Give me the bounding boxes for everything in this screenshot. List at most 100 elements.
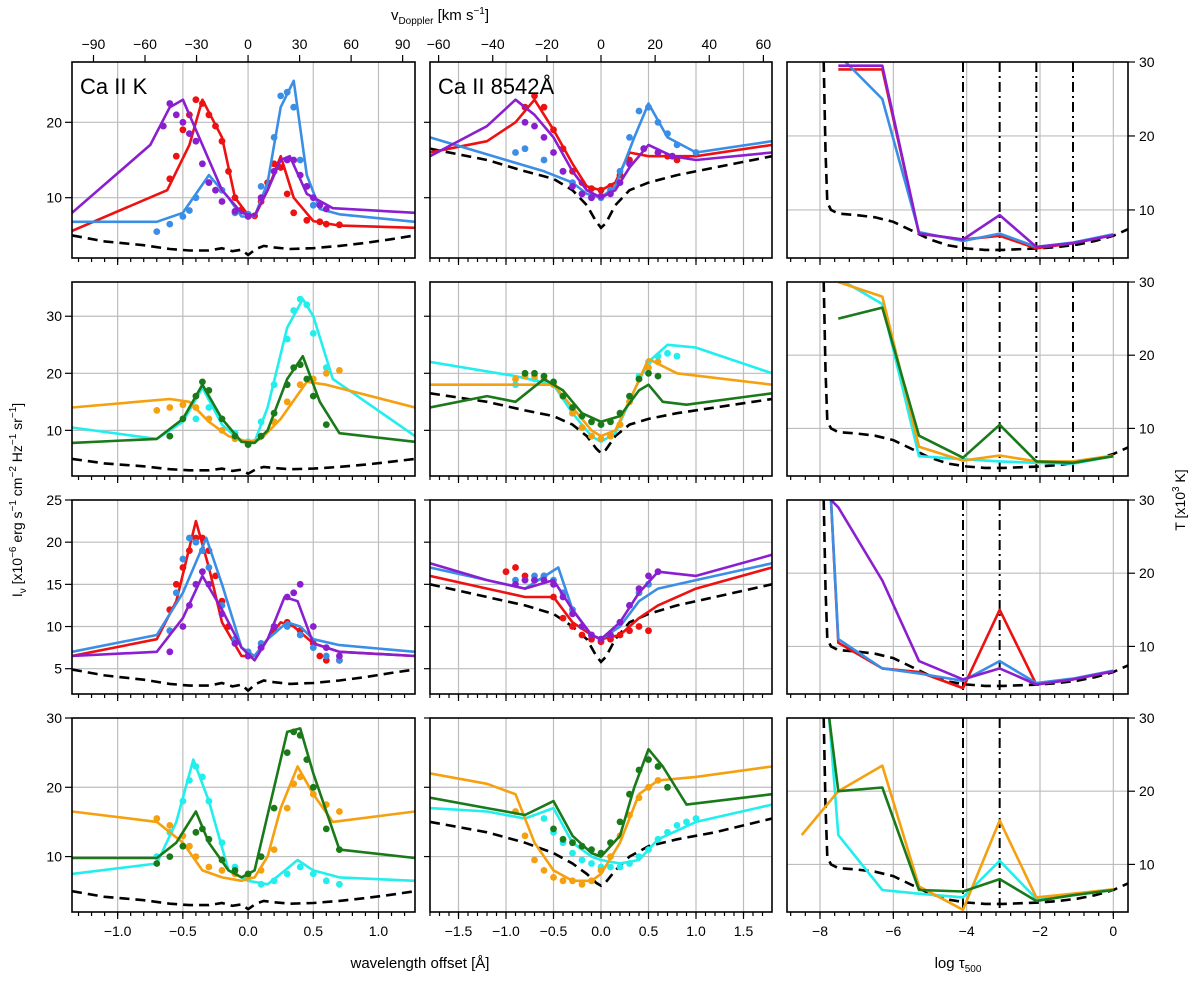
x-tick-label: −1.5 <box>445 923 473 939</box>
series-line-green <box>430 747 772 858</box>
data-point-orange <box>290 780 298 788</box>
data-point-green <box>635 375 643 383</box>
data-point-orange <box>540 867 548 874</box>
data-point-cyan <box>199 773 206 781</box>
top-axis-tick-label: −40 <box>481 36 505 52</box>
data-point-red <box>166 175 174 183</box>
data-point-red <box>588 185 595 193</box>
data-point-blue <box>664 130 671 138</box>
top-axis-label: vDoppler [km s−1] <box>391 6 489 27</box>
data-point-red <box>199 534 206 542</box>
data-point-red <box>172 580 180 588</box>
data-point-green <box>270 804 278 812</box>
series-line-blue <box>72 79 415 224</box>
data-point-blue <box>645 103 652 111</box>
data-point-red <box>597 186 605 194</box>
data-point-green <box>218 856 226 864</box>
data-point-cyan <box>683 818 690 826</box>
data-point-cyan <box>635 853 643 860</box>
series-line-purple <box>430 553 772 641</box>
data-point-cyan <box>322 877 330 885</box>
data-point-orange <box>336 808 343 815</box>
data-point-purple <box>192 580 200 588</box>
series-line-orange <box>72 380 415 444</box>
data-point-green <box>616 409 624 417</box>
y-tick-label: 20 <box>1139 565 1155 581</box>
data-point-green <box>205 387 213 394</box>
data-point-green <box>166 853 174 860</box>
y-tick-label: 10 <box>1139 420 1155 436</box>
data-point-purple <box>270 623 278 630</box>
reference-line <box>72 668 415 693</box>
data-point-blue <box>186 207 193 214</box>
panel-r2-c0: 5 10 15 20 25 <box>46 492 416 701</box>
data-point-purple <box>336 652 343 660</box>
series-line-cyan <box>430 803 772 865</box>
series-line-purple <box>430 98 772 199</box>
panel-title-ca-ii-8542: Ca II 8542Å <box>438 74 555 99</box>
data-point-red <box>336 221 343 229</box>
series-line-purple <box>72 98 415 218</box>
y-tick-label: 20 <box>46 534 62 550</box>
series-line-blue <box>72 536 415 658</box>
data-point-blue <box>257 183 265 190</box>
data-point-orange <box>166 822 174 829</box>
data-point-purple <box>296 171 304 179</box>
panel-frame <box>71 499 416 695</box>
x-tick-label: −0.5 <box>169 923 197 939</box>
data-layer <box>72 79 415 257</box>
reference-line <box>430 817 772 888</box>
y-tick-label: 30 <box>1139 710 1155 726</box>
data-point-green <box>578 842 586 850</box>
data-point-purple <box>205 580 213 588</box>
data-point-purple <box>205 179 213 187</box>
data-point-orange <box>569 409 576 417</box>
data-layer <box>72 727 415 911</box>
data-point-orange <box>578 424 586 431</box>
data-point-orange <box>597 435 605 443</box>
data-point-red <box>199 100 206 107</box>
data-point-orange <box>654 777 662 784</box>
data-point-cyan <box>645 846 652 853</box>
data-layer <box>72 519 415 693</box>
data-point-green <box>559 835 567 843</box>
data-point-blue <box>673 141 681 149</box>
data-point-orange <box>578 880 586 888</box>
data-point-purple <box>290 156 298 164</box>
top-axis-tick-label: 60 <box>756 36 772 52</box>
data-point-green <box>559 392 567 400</box>
temperature-line-red <box>829 500 1114 690</box>
bottom-xlabel-logtau: log τ500 <box>935 955 982 975</box>
reference-line <box>72 457 415 476</box>
x-tick-label: 0.0 <box>591 923 611 939</box>
data-point-orange <box>296 381 304 389</box>
data-point-red <box>559 614 567 622</box>
data-point-green <box>244 441 252 448</box>
data-point-orange <box>531 856 538 864</box>
data-point-green <box>283 749 291 756</box>
panel-r2-c2: 10 20 30 <box>786 492 1155 701</box>
data-point-green <box>290 728 298 736</box>
data-point-cyan <box>626 860 633 867</box>
data-point-purple <box>559 593 567 601</box>
temperature-line-green <box>837 306 1114 465</box>
y-tick-label: 30 <box>1139 492 1155 508</box>
data-point-green <box>257 853 265 860</box>
data-point-purple <box>531 122 538 130</box>
data-point-cyan <box>270 877 278 885</box>
data-point-green <box>270 409 278 417</box>
data-point-purple <box>616 618 624 626</box>
panel-r1-c0: 10 20 30 <box>46 281 416 483</box>
panel-frame <box>786 499 1129 695</box>
data-point-green <box>588 418 595 426</box>
panel-title-ca-ii-k: Ca II K <box>80 74 148 99</box>
data-point-red <box>283 190 291 198</box>
data-point-orange <box>205 415 213 423</box>
data-point-orange <box>645 783 652 791</box>
data-point-red <box>569 623 576 630</box>
y-tick-label: 25 <box>46 492 62 508</box>
data-point-purple <box>540 134 548 141</box>
data-point-green <box>569 839 576 847</box>
data-point-purple <box>569 610 576 618</box>
data-point-purple <box>309 623 317 630</box>
